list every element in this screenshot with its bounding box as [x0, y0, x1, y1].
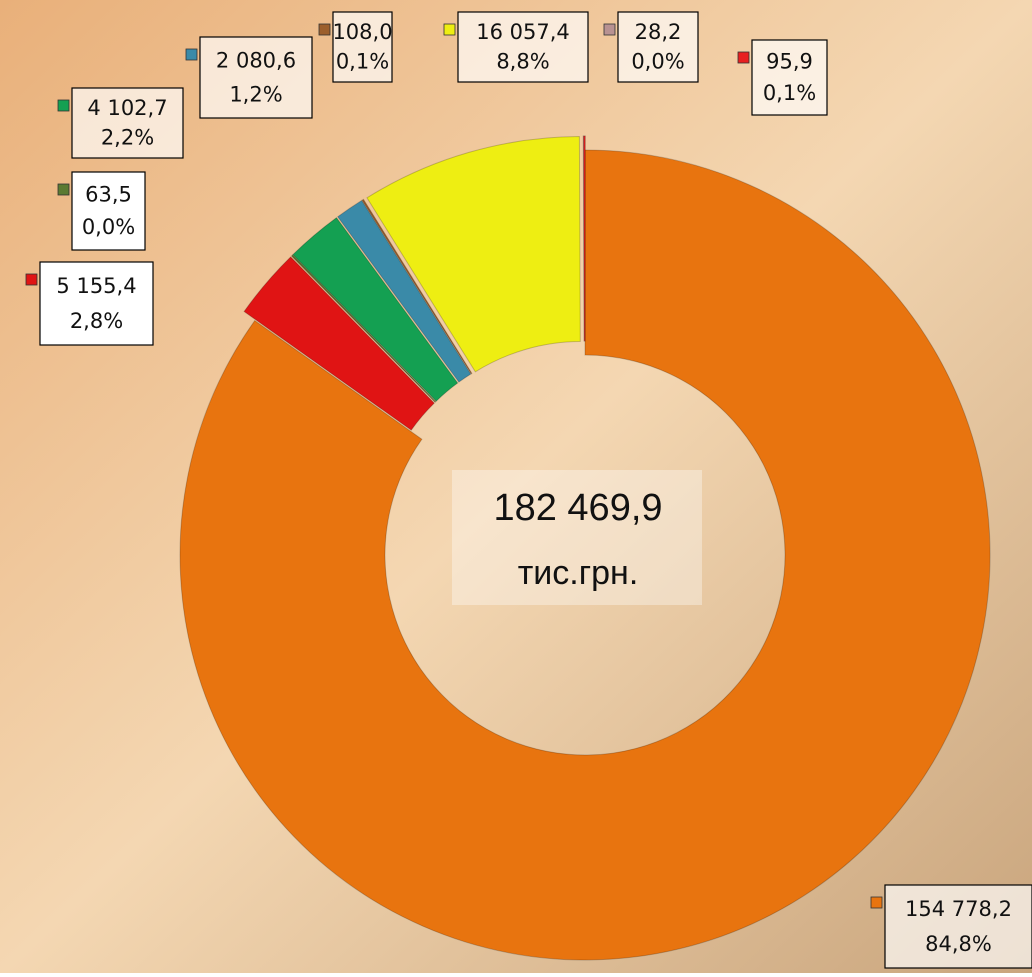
legend-key: [57, 183, 70, 196]
value-label: 5 155,4: [56, 274, 136, 298]
percent-label: 2,8%: [70, 309, 123, 333]
label-box: [71, 87, 184, 159]
label-box: [332, 11, 393, 83]
percent-label: 0,1%: [336, 49, 389, 73]
center-box: [452, 470, 702, 605]
value-label: 28,2: [635, 20, 682, 44]
slice: [366, 136, 581, 373]
percent-label: 0,0%: [82, 215, 135, 239]
slice: [290, 254, 437, 403]
slice: [292, 216, 459, 402]
legend-key: [25, 273, 38, 286]
value-label: 95,9: [766, 50, 813, 74]
percent-label: 84,8%: [925, 932, 992, 956]
value-label: 154 778,2: [905, 897, 1012, 921]
slice: [361, 198, 473, 375]
label-box: [751, 39, 828, 116]
legend-key: [318, 23, 331, 36]
legend-key: [603, 23, 616, 36]
unit: тис.грн.: [518, 554, 639, 592]
total: 182 469,9: [493, 487, 662, 529]
legend-key: [737, 51, 750, 64]
value-label: 16 057,4: [476, 20, 570, 44]
percent-label: 0,1%: [763, 81, 816, 105]
label-box: [884, 884, 1032, 969]
percent-label: 8,8%: [496, 49, 549, 73]
slice: [179, 149, 991, 961]
value-label: 2 080,6: [216, 48, 296, 72]
slice: [243, 256, 435, 431]
legend-key: [870, 896, 883, 909]
label-box: [71, 171, 146, 251]
label-box: [617, 11, 699, 83]
slice: [583, 135, 586, 342]
slice: [336, 199, 472, 383]
label-box: [39, 261, 154, 346]
label-box: [457, 11, 589, 83]
value-label: 63,5: [85, 182, 132, 206]
percent-label: 2,2%: [101, 125, 154, 149]
value-label: 108,0: [332, 20, 392, 44]
legend-key: [57, 99, 70, 112]
label-box: [199, 36, 313, 119]
percent-label: 1,2%: [229, 82, 282, 106]
percent-label: 0,0%: [631, 49, 684, 73]
legend-key: [185, 48, 198, 61]
legend-key: [443, 23, 456, 36]
value-label: 4 102,7: [87, 96, 167, 120]
